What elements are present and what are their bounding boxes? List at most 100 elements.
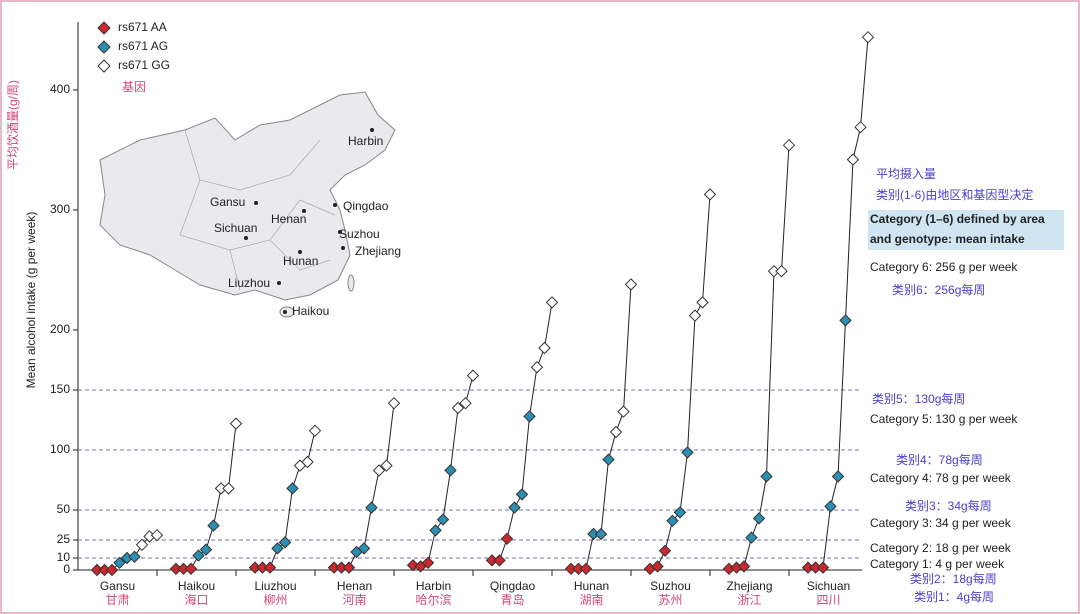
data-point bbox=[782, 138, 796, 152]
annotation: 类别1：4g每周 bbox=[914, 589, 994, 604]
data-point bbox=[854, 120, 867, 134]
data-point bbox=[263, 561, 277, 574]
x-tick-label-zh: 河南 bbox=[342, 592, 366, 607]
data-point bbox=[696, 296, 709, 309]
annotation: 类别3：34g每周 bbox=[905, 498, 992, 513]
annotation: Category 3: 34 g per week bbox=[870, 516, 1012, 530]
data-point bbox=[271, 542, 284, 555]
data-point bbox=[508, 501, 521, 514]
x-tick-label-zh: 海口 bbox=[184, 592, 208, 607]
annotation: and genotype: mean intake bbox=[870, 232, 1025, 246]
data-point bbox=[816, 561, 830, 574]
y-tick-label: 200 bbox=[50, 322, 70, 336]
annotation: Category 5: 130 g per week bbox=[870, 412, 1018, 426]
x-tick-label: Hunan bbox=[574, 579, 609, 593]
data-point bbox=[406, 558, 420, 572]
x-tick-label: Liuzhou bbox=[254, 579, 296, 593]
annotation: Category 6: 256 g per week bbox=[870, 260, 1018, 274]
city-label: Harbin bbox=[348, 134, 383, 148]
data-point bbox=[372, 464, 386, 477]
data-point bbox=[523, 410, 536, 423]
data-point bbox=[429, 524, 442, 537]
x-tick-label-zh: 苏州 bbox=[658, 593, 682, 607]
city-label: Qingdao bbox=[343, 199, 389, 213]
data-point bbox=[681, 446, 694, 459]
annotation: 类别(1-6)由地区和基因型决定 bbox=[876, 187, 1033, 202]
data-point bbox=[737, 560, 751, 573]
annotation: Category (1–6) defined by area bbox=[870, 212, 1045, 226]
data-point bbox=[436, 513, 450, 526]
data-point bbox=[752, 512, 766, 525]
x-tick-label: Zhejiang bbox=[726, 579, 772, 593]
x-tick-label-zh: 湖南 bbox=[579, 592, 603, 607]
annotation: 平均摄入量 bbox=[876, 166, 936, 181]
data-point bbox=[703, 188, 717, 201]
city-label: Suzhou bbox=[339, 227, 380, 241]
y-tick-label: 400 bbox=[50, 82, 70, 96]
data-point bbox=[658, 544, 672, 558]
y-axis-label: Mean alcohol intake (g per week) bbox=[24, 212, 38, 389]
data-point bbox=[229, 417, 243, 430]
legend-label: rs671 AA bbox=[118, 20, 167, 34]
x-tick-label-zh: 哈尔滨 bbox=[415, 592, 451, 607]
data-point bbox=[617, 405, 630, 418]
data-point bbox=[342, 561, 356, 574]
data-point bbox=[421, 556, 435, 570]
legend-marker bbox=[97, 21, 111, 35]
data-point bbox=[594, 527, 608, 541]
city-label: Sichuan bbox=[214, 221, 257, 235]
data-point bbox=[493, 554, 506, 567]
data-point bbox=[824, 500, 837, 513]
data-point bbox=[651, 560, 664, 573]
data-point bbox=[365, 501, 378, 514]
x-tick-label: Qingdao bbox=[490, 579, 536, 593]
y-axis-label-zh: 平均饮酒量(g/周) bbox=[6, 80, 20, 170]
legend-marker bbox=[97, 59, 111, 73]
data-point bbox=[831, 470, 845, 483]
data-point bbox=[199, 543, 213, 556]
y-tick-label: 10 bbox=[57, 550, 71, 564]
data-point bbox=[451, 401, 465, 415]
y-tick-label: 150 bbox=[50, 382, 70, 396]
data-point bbox=[286, 482, 299, 495]
data-point bbox=[387, 396, 401, 410]
y-tick-label: 0 bbox=[63, 562, 70, 576]
annotation: Category 2: 18 g per week bbox=[870, 541, 1012, 555]
highlight bbox=[868, 210, 1064, 250]
data-point bbox=[602, 453, 615, 466]
city-label: Hunan bbox=[283, 254, 318, 268]
x-tick-label: Harbin bbox=[416, 579, 451, 593]
data-point bbox=[207, 519, 220, 532]
x-tick-label-zh: 甘肃 bbox=[105, 593, 129, 607]
data-point bbox=[380, 459, 393, 472]
map: Harbin Gansu Qingdao Henan Sichuan Suzho… bbox=[99, 91, 401, 318]
data-point bbox=[128, 550, 141, 564]
data-point bbox=[113, 556, 126, 570]
annotation: Category 4: 78 g per week bbox=[870, 471, 1012, 485]
data-point bbox=[150, 528, 164, 542]
data-point bbox=[673, 506, 687, 519]
annotation: Category 1: 4 g per week bbox=[870, 557, 1005, 571]
data-point bbox=[666, 514, 679, 528]
data-point bbox=[135, 538, 149, 552]
city-label: Gansu bbox=[210, 195, 245, 209]
x-tick-label-zh: 青岛 bbox=[500, 592, 524, 607]
y-tick-label: 100 bbox=[50, 442, 70, 456]
x-tick-label: Henan bbox=[337, 579, 372, 593]
annotation: 类别5：130g每周 bbox=[872, 391, 965, 406]
data-point bbox=[846, 153, 860, 166]
data-point bbox=[192, 549, 205, 562]
data-point bbox=[301, 455, 314, 469]
data-point bbox=[466, 369, 480, 382]
data-point bbox=[500, 532, 514, 546]
data-point bbox=[760, 470, 773, 483]
x-tick-label: Gansu bbox=[100, 579, 135, 593]
legend-label: rs671 AG bbox=[118, 39, 168, 53]
legend-marker bbox=[97, 40, 111, 54]
data-point bbox=[624, 278, 638, 291]
data-point bbox=[308, 424, 322, 438]
data-point bbox=[184, 562, 198, 576]
data-point bbox=[609, 425, 623, 439]
